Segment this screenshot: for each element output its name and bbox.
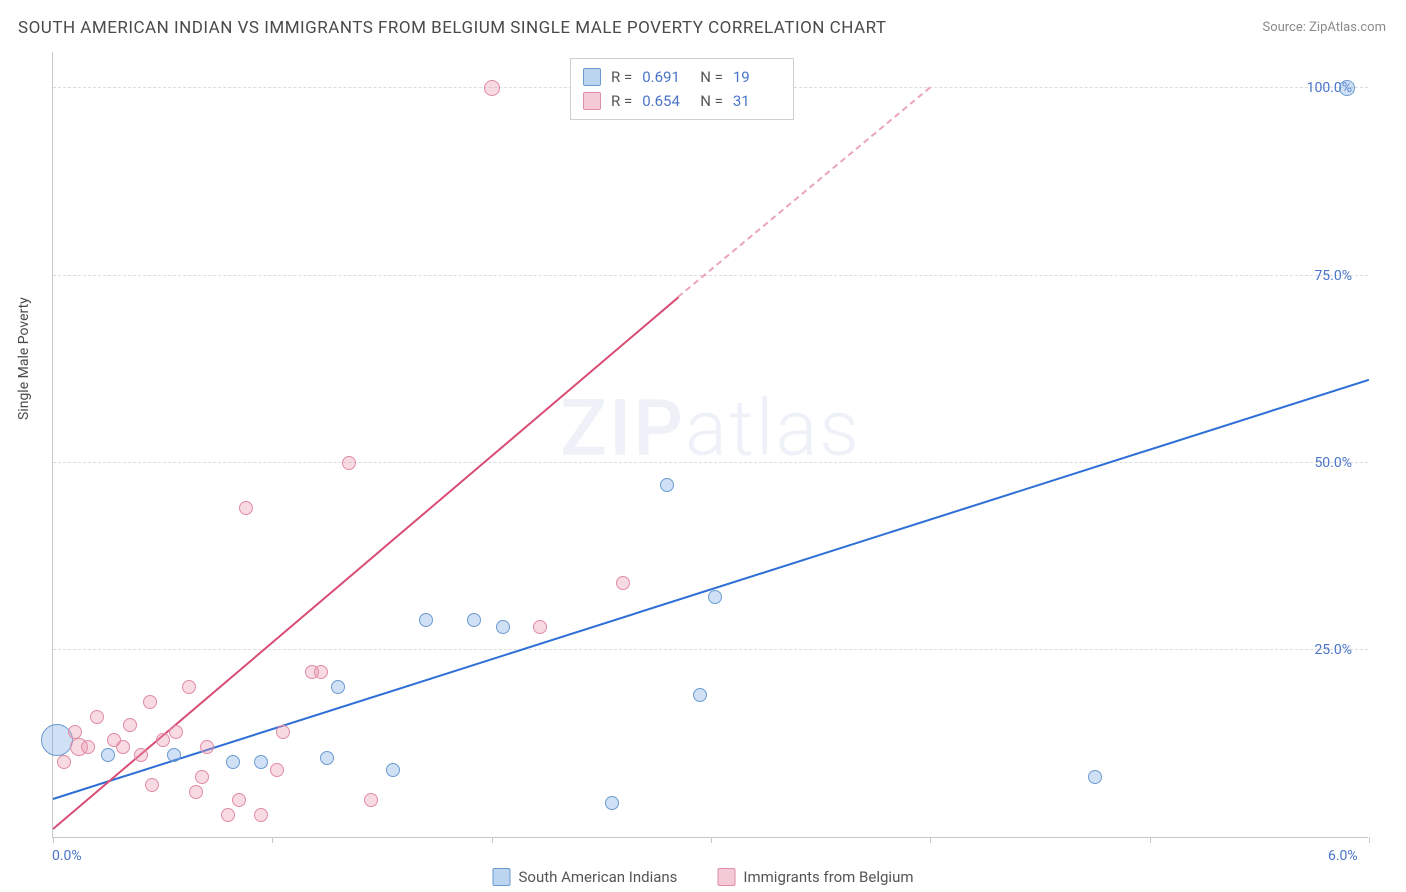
legend-swatch	[492, 868, 510, 886]
scatter-point	[467, 613, 481, 627]
n-label: N =	[700, 89, 723, 113]
scatter-point	[169, 725, 183, 739]
scatter-point	[81, 740, 95, 754]
scatter-point	[68, 725, 82, 739]
x-tick-label: 6.0%	[1328, 848, 1358, 864]
x-tick	[492, 837, 493, 843]
trend-line	[53, 378, 1370, 799]
scatter-point	[143, 695, 157, 709]
scatter-point	[182, 680, 196, 694]
scatter-point	[189, 785, 203, 799]
gridline	[53, 462, 1368, 463]
legend-label: South American Indians	[518, 868, 677, 886]
legend-item: Immigrants from Belgium	[717, 868, 913, 886]
scatter-point	[200, 740, 214, 754]
scatter-point	[123, 718, 137, 732]
scatter-point	[364, 793, 378, 807]
scatter-point	[116, 740, 130, 754]
scatter-point	[342, 456, 356, 470]
scatter-point	[1088, 770, 1102, 784]
scatter-point	[239, 501, 253, 515]
gridline	[53, 275, 1368, 276]
scatter-point	[693, 688, 707, 702]
y-tick-label: 25.0%	[1314, 642, 1352, 658]
scatter-point	[145, 778, 159, 792]
scatter-point	[195, 770, 209, 784]
stats-box: R = 0.691 N = 19 R = 0.654 N = 31	[570, 58, 794, 120]
x-tick	[272, 837, 273, 843]
scatter-point	[101, 748, 115, 762]
scatter-point	[708, 590, 722, 604]
scatter-point	[167, 748, 181, 762]
r-label: R =	[611, 65, 632, 89]
n-value: 19	[733, 65, 781, 89]
y-tick-label: 50.0%	[1314, 455, 1352, 471]
stats-row: R = 0.691 N = 19	[583, 65, 781, 89]
y-axis-label: Single Male Poverty	[16, 297, 32, 420]
scatter-point	[386, 763, 400, 777]
scatter-point	[314, 665, 328, 679]
scatter-point	[221, 808, 235, 822]
plot-area: ZIPatlas 25.0%50.0%75.0%100.0%	[52, 52, 1368, 838]
legend-swatch	[583, 92, 601, 110]
scatter-point	[616, 576, 630, 590]
scatter-point	[232, 793, 246, 807]
scatter-point	[156, 733, 170, 747]
scatter-point	[484, 80, 500, 96]
x-tick	[1150, 837, 1151, 843]
r-label: R =	[611, 89, 632, 113]
scatter-point	[1339, 80, 1355, 96]
x-tick	[1369, 837, 1370, 843]
watermark-zip: ZIP	[560, 383, 685, 474]
scatter-point	[270, 763, 284, 777]
scatter-point	[254, 755, 268, 769]
scatter-point	[254, 808, 268, 822]
scatter-point	[90, 710, 104, 724]
scatter-point	[57, 755, 71, 769]
x-tick	[53, 837, 54, 843]
stats-row: R = 0.654 N = 31	[583, 89, 781, 113]
watermark-atlas: atlas	[685, 383, 861, 474]
gridline	[53, 649, 1368, 650]
chart-title: SOUTH AMERICAN INDIAN VS IMMIGRANTS FROM…	[18, 18, 887, 38]
legend-item: South American Indians	[492, 868, 677, 886]
scatter-point	[419, 613, 433, 627]
scatter-point	[533, 620, 547, 634]
trend-line	[52, 296, 678, 829]
scatter-point	[605, 796, 619, 810]
x-tick	[711, 837, 712, 843]
scatter-point	[134, 748, 148, 762]
r-value: 0.691	[642, 65, 690, 89]
scatter-point	[226, 755, 240, 769]
bottom-legend: South American Indians Immigrants from Be…	[492, 868, 913, 886]
legend-swatch	[583, 68, 601, 86]
scatter-point	[320, 751, 334, 765]
legend-swatch	[717, 868, 735, 886]
n-value: 31	[733, 89, 781, 113]
r-value: 0.654	[642, 89, 690, 113]
scatter-point	[331, 680, 345, 694]
scatter-point	[660, 478, 674, 492]
x-tick-label: 0.0%	[52, 848, 82, 864]
x-tick	[930, 837, 931, 843]
scatter-point	[496, 620, 510, 634]
watermark: ZIPatlas	[560, 383, 861, 474]
source-label: Source: ZipAtlas.com	[1262, 20, 1386, 35]
y-tick-label: 75.0%	[1314, 268, 1352, 284]
legend-label: Immigrants from Belgium	[743, 868, 913, 886]
scatter-point	[276, 725, 290, 739]
n-label: N =	[700, 65, 723, 89]
